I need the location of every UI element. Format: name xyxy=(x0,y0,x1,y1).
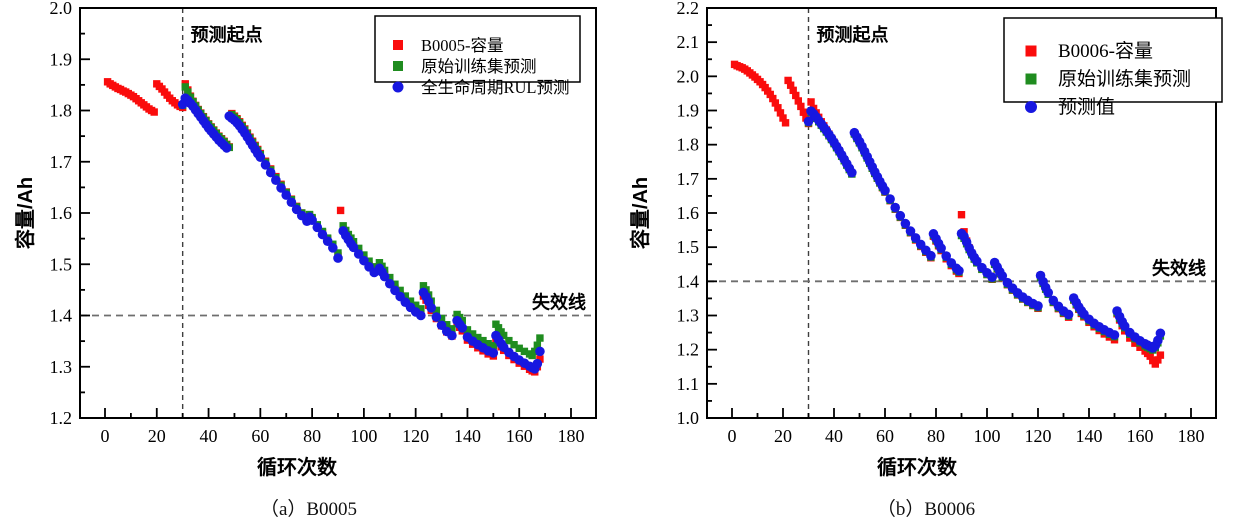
legend-item-1: 原始训练集预测 xyxy=(1025,68,1191,90)
x-tick-label: 100 xyxy=(974,426,1001,446)
legend-marker-circle xyxy=(1025,101,1037,113)
y-axis-ticks xyxy=(80,7,90,419)
x-tick-label: 40 xyxy=(825,426,843,446)
y-tick-label: 1.3 xyxy=(50,357,73,377)
y-tick-label: 1.5 xyxy=(50,254,73,274)
legend-label: 预测值 xyxy=(1058,96,1115,118)
legend-label: 原始训练集预测 xyxy=(1058,68,1191,90)
legend-marker-circle xyxy=(392,81,404,93)
legend-border xyxy=(374,15,581,83)
chart-b0006: 1.0 1.1 1.2 1.3 1.4 1.5 1.6 1.7 1.8 1.9 2.0 2.1 2.2 0… xyxy=(617,0,1235,527)
chart-b0005: 1.2 1.3 1.4 1.5 1.6 1.7 1.8 1.9 2.0 0 20 40 60 80 100 1… xyxy=(0,0,617,527)
legend-label: B0005-容量 xyxy=(421,36,504,55)
y-tick-label: 1.1 xyxy=(677,374,700,394)
legend-marker-square xyxy=(393,61,403,71)
series-2-points xyxy=(803,106,1166,353)
legend-item-1: 原始训练集预测 xyxy=(393,57,537,76)
y-axis-label: 容量/Ah xyxy=(628,177,652,249)
y-axis-ticks xyxy=(707,7,717,419)
y-tick-label: 1.6 xyxy=(677,203,700,223)
legend-label: 全生命周期RUL预测 xyxy=(421,78,570,97)
chart-b0005-canvas: 1.2 1.3 1.4 1.5 1.6 1.7 1.8 1.9 2.0 0 20 40 60 80 100 1… xyxy=(13,0,597,479)
x-tick-label: 120 xyxy=(402,426,429,446)
legend-item-0: B0005-容量 xyxy=(393,36,504,55)
x-axis-label: 循环次数 xyxy=(257,455,338,479)
legend-label: B0006-容量 xyxy=(1058,40,1153,62)
x-tick-label: 0 xyxy=(728,426,737,446)
x-tick-label: 20 xyxy=(774,426,792,446)
y-tick-label: 1.4 xyxy=(50,306,73,326)
y-tick-label: 2.0 xyxy=(677,66,700,86)
y-tick-label: 2.0 xyxy=(50,0,73,18)
y-tick-label: 1.4 xyxy=(677,271,700,291)
series-2-points xyxy=(177,93,545,374)
legend-border xyxy=(1003,17,1223,103)
y-tick-label: 1.3 xyxy=(677,306,700,326)
y-tick-labels: 1.0 1.1 1.2 1.3 1.4 1.5 1.6 1.7 1.8 1.9 2.0 2.1 2.2 xyxy=(677,0,700,428)
y-tick-label: 2.1 xyxy=(677,32,700,52)
chart-b0006-caption: （b）B0006 xyxy=(876,499,976,520)
legend-label: 原始训练集预测 xyxy=(421,57,537,76)
y-tick-label: 1.0 xyxy=(677,408,700,428)
legend-marker-square xyxy=(393,40,403,50)
y-tick-label: 1.8 xyxy=(677,135,700,155)
x-axis-ticks xyxy=(731,408,1192,418)
x-axis-label: 循环次数 xyxy=(877,455,958,479)
x-tick-label: 160 xyxy=(1127,426,1154,446)
y-tick-label: 2.2 xyxy=(677,0,700,18)
x-tick-label: 180 xyxy=(558,426,585,446)
legend-item-2: 全生命周期RUL预测 xyxy=(392,78,570,97)
failure-line-label: 失效线 xyxy=(1152,257,1206,278)
x-tick-label: 80 xyxy=(927,426,945,446)
chart-b0005-caption: （a）B0005 xyxy=(259,499,358,520)
x-tick-label: 40 xyxy=(200,426,218,446)
y-tick-label: 1.9 xyxy=(50,49,73,69)
prediction-start-label: 预测起点 xyxy=(817,24,889,45)
x-tick-label: 180 xyxy=(1178,426,1205,446)
y-tick-label: 1.6 xyxy=(50,203,73,223)
series-0-points xyxy=(103,78,544,376)
x-tick-label: 120 xyxy=(1025,426,1052,446)
y-tick-label: 1.5 xyxy=(677,237,700,257)
failure-line-label: 失效线 xyxy=(532,292,586,313)
y-tick-label: 1.9 xyxy=(677,101,700,121)
x-tick-label: 0 xyxy=(101,426,110,446)
x-tick-label: 100 xyxy=(350,426,377,446)
y-axis-label: 容量/Ah xyxy=(13,177,37,249)
y-tick-label: 1.8 xyxy=(50,101,73,121)
x-tick-label: 140 xyxy=(1076,426,1103,446)
chart-b0006-canvas: 1.0 1.1 1.2 1.3 1.4 1.5 1.6 1.7 1.8 1.9 2.0 2.1 2.2 0… xyxy=(628,0,1223,479)
x-axis-ticks xyxy=(104,408,572,418)
y-tick-label: 1.2 xyxy=(677,340,700,360)
x-tick-label: 140 xyxy=(454,426,481,446)
y-tick-label: 1.2 xyxy=(50,408,73,428)
x-tick-label: 60 xyxy=(251,426,269,446)
x-tick-label: 160 xyxy=(506,426,533,446)
x-tick-label: 60 xyxy=(876,426,894,446)
x-tick-labels: 0 20 40 60 80 100 120 140 160 180 xyxy=(728,426,1205,446)
x-tick-labels: 0 20 40 60 80 100 120 140 160 180 xyxy=(101,426,585,446)
legend-marker-square xyxy=(1025,45,1037,57)
y-tick-label: 1.7 xyxy=(50,152,73,172)
legend-marker-square xyxy=(1025,73,1037,85)
prediction-start-label: 预测起点 xyxy=(191,24,263,45)
y-tick-labels: 1.2 1.3 1.4 1.5 1.6 1.7 1.8 1.9 2.0 xyxy=(50,0,73,428)
legend-item-0: B0006-容量 xyxy=(1025,40,1153,62)
x-tick-label: 20 xyxy=(148,426,166,446)
x-tick-label: 80 xyxy=(303,426,321,446)
y-tick-label: 1.7 xyxy=(677,169,700,189)
legend-item-2: 预测值 xyxy=(1025,96,1115,118)
